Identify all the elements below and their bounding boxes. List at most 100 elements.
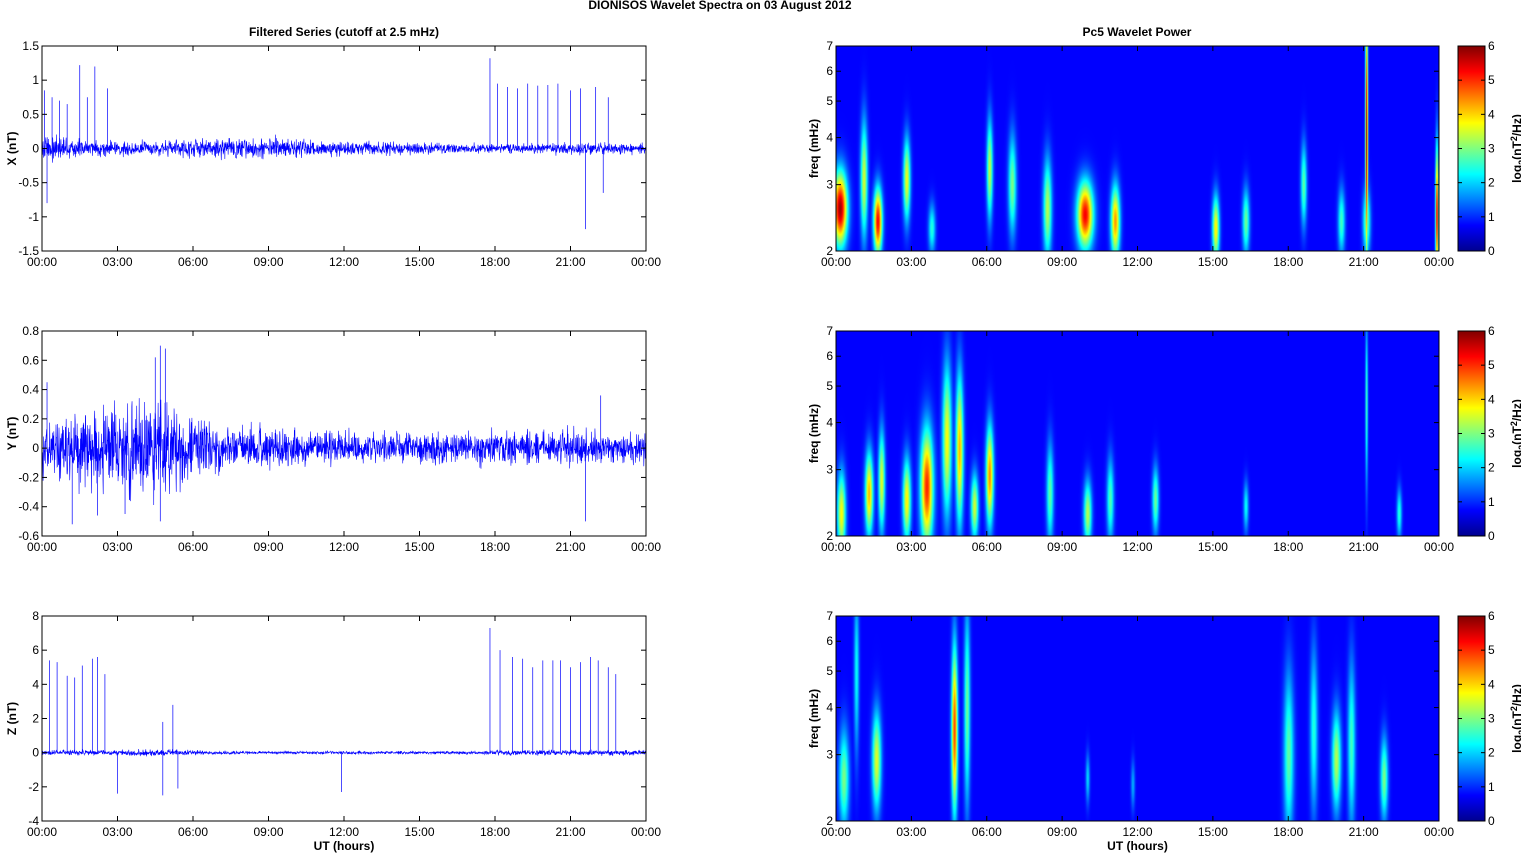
colorbar-tick-label: 2 [1488,176,1495,190]
x-tick-label: 12:00 [329,825,359,839]
y-tick-label: 0 [32,441,39,455]
x-tick-label: 21:00 [1349,255,1379,269]
colorbar-tick-label: 0 [1488,244,1495,258]
y-tick-label: 2 [826,244,833,258]
colorbar [1457,615,1486,822]
x-tick-label: 00:00 [631,825,661,839]
y-tick-label: 3 [826,463,833,477]
y-tick-label: -0.6 [18,529,39,543]
wavelet-panel: 2 3 4 5 6 7 00:00 03:00 06:00 09:00 12:00 15:00 18:0… [807,324,1521,554]
colorbar-tick-label: 0 [1488,814,1495,828]
x-tick-label: 06:00 [972,255,1002,269]
y-axis-label: freq (mHz) [807,119,821,178]
x-tick-label: 09:00 [1047,540,1077,554]
y-axis-label: Y (nT) [5,417,19,451]
y-axis-label: freq (mHz) [807,689,821,748]
x-tick-label: 21:00 [555,825,585,839]
x-tick-label: 03:00 [896,540,926,554]
y-tick-label: 4 [826,701,833,715]
x-tick-label: 00:00 [821,540,851,554]
figure-title: DIONISOS Wavelet Spectra on 03 August 20… [588,0,852,12]
timeseries-panel: -4 -2 0 2 4 6 8 00:00 03:00 06:00 09:00 12:00 15:00 1… [5,609,661,853]
x-tick-label: 00:00 [1424,255,1454,269]
x-tick-label: 06:00 [178,540,208,554]
x-tick-label: 15:00 [404,540,434,554]
colorbar-tick-label: 1 [1488,780,1495,794]
plot-area [42,616,646,821]
x-tick-label: 15:00 [1198,540,1228,554]
colorbar-tick-label: 4 [1488,677,1495,691]
signal-trace [41,134,647,163]
x-tick-label: 21:00 [555,540,585,554]
y-tick-label: 7 [826,609,833,623]
x-tick-label: 15:00 [404,255,434,269]
x-tick-label: 18:00 [1273,825,1303,839]
colorbar-label: log2(nT2/Hz) [1509,114,1521,183]
wavelet-panel: 2 3 4 5 6 7 00:00 03:00 06:00 09:00 12:00 15:00 18:0… [807,609,1521,853]
y-tick-label: 6 [826,634,833,648]
y-tick-label: 1 [32,73,39,87]
y-tick-label: 2 [826,814,833,828]
colorbar-label: log2(nT2/Hz) [1509,684,1521,753]
x-tick-label: 06:00 [972,825,1002,839]
x-tick-label: 03:00 [896,255,926,269]
x-tick-label: 03:00 [102,540,132,554]
colorbar-tick-label: 2 [1488,461,1495,475]
x-tick-label: 12:00 [1122,255,1152,269]
y-tick-label: 2 [32,712,39,726]
y-tick-label: -4 [28,814,39,828]
colorbar-tick-label: 4 [1488,392,1495,406]
x-tick-label: 12:00 [329,255,359,269]
x-tick-label: 03:00 [102,255,132,269]
y-tick-label: 0 [32,746,39,760]
y-axis-label: freq (mHz) [807,404,821,463]
y-tick-label: -0.4 [18,500,39,514]
colorbar-tick-label: 5 [1488,73,1495,87]
y-tick-label: 0.5 [22,107,39,121]
x-axis-label: UT (hours) [314,839,375,853]
y-tick-label: -2 [28,780,39,794]
colorbar-tick-label: 1 [1488,210,1495,224]
colorbar-tick-label: 3 [1488,712,1495,726]
wavelet-power-image [836,46,1439,251]
x-tick-label: 18:00 [1273,540,1303,554]
x-tick-label: 09:00 [253,825,283,839]
y-tick-label: 6 [32,643,39,657]
x-tick-label: 15:00 [1198,825,1228,839]
y-axis-label: X (nT) [5,132,19,166]
y-tick-label: 0.8 [22,324,39,338]
colorbar-label: log2(nT2/Hz) [1509,399,1521,468]
y-tick-label: 0.4 [22,383,39,397]
y-tick-label: 0.6 [22,353,39,367]
y-tick-label: 2 [826,529,833,543]
colorbar-tick-label: 6 [1488,39,1495,53]
y-tick-label: -1 [28,210,39,224]
y-tick-label: 7 [826,39,833,53]
colorbar-tick-label: 5 [1488,643,1495,657]
x-tick-label: 00:00 [1424,540,1454,554]
x-tick-label: 09:00 [253,540,283,554]
y-axis-label: Z (nT) [5,702,19,735]
timeseries-panel: -0.6 -0.4 -0.2 0 0.2 0.4 0.6 0.8 00:00 03:00 06:00… [5,324,661,554]
y-tick-label: 5 [826,94,833,108]
colorbar-tick-label: 0 [1488,529,1495,543]
y-tick-label: 4 [826,416,833,430]
x-tick-label: 00:00 [631,255,661,269]
x-tick-label: 15:00 [404,825,434,839]
colorbar-tick-label: 3 [1488,427,1495,441]
wavelet-power-image [836,331,1439,536]
x-tick-label: 00:00 [27,255,57,269]
x-tick-label: 12:00 [329,540,359,554]
y-tick-label: 4 [32,677,39,691]
x-tick-label: 06:00 [178,825,208,839]
x-tick-label: 06:00 [178,255,208,269]
x-tick-label: 00:00 [631,540,661,554]
signal-trace [41,398,647,506]
colorbar [1457,45,1486,252]
x-axis-label: UT (hours) [1107,839,1168,853]
y-tick-label: 5 [826,379,833,393]
y-tick-label: 3 [826,178,833,192]
x-tick-label: 21:00 [1349,540,1379,554]
y-tick-label: 3 [826,748,833,762]
x-tick-label: 12:00 [1122,825,1152,839]
